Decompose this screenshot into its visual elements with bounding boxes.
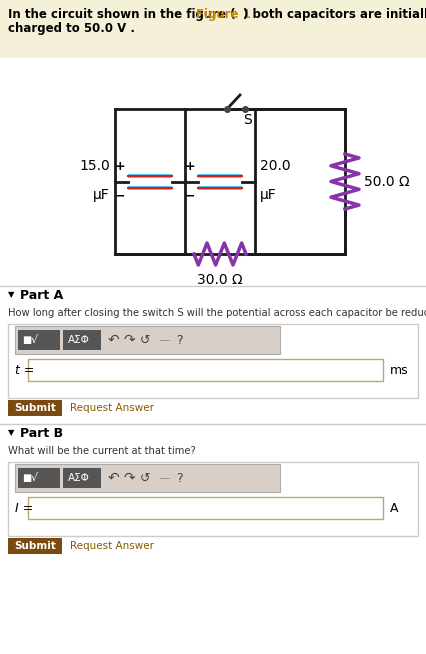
Text: Figure 1: Figure 1 xyxy=(196,8,251,21)
Text: ↺: ↺ xyxy=(140,334,150,347)
Text: I =: I = xyxy=(15,502,33,515)
Text: ■: ■ xyxy=(22,473,31,483)
Text: μF: μF xyxy=(93,188,110,201)
Text: ■: ■ xyxy=(22,335,31,345)
Text: ↶: ↶ xyxy=(108,333,120,347)
Bar xyxy=(28,359,383,381)
Text: —: — xyxy=(158,473,169,483)
Text: Request Answer: Request Answer xyxy=(70,403,154,413)
Text: AΣΦ: AΣΦ xyxy=(68,473,90,483)
Bar xyxy=(63,468,101,488)
Text: ?: ? xyxy=(176,334,183,347)
Text: ▼: ▼ xyxy=(8,428,14,437)
Text: +: + xyxy=(184,160,195,173)
Text: 30.0 Ω: 30.0 Ω xyxy=(197,273,243,287)
Text: What will be the current at that time?: What will be the current at that time? xyxy=(8,446,196,456)
Bar xyxy=(198,173,242,177)
Bar xyxy=(128,186,172,190)
Text: ↶: ↶ xyxy=(108,471,120,485)
Bar xyxy=(8,324,418,398)
Text: How long after closing the switch S will the potential across each capacitor be : How long after closing the switch S will… xyxy=(8,308,426,318)
Bar xyxy=(15,464,280,492)
Text: 20.0: 20.0 xyxy=(260,160,291,173)
Bar xyxy=(8,538,62,554)
Bar xyxy=(8,462,418,536)
Bar xyxy=(0,0,426,58)
Text: −: − xyxy=(184,190,195,203)
Bar xyxy=(198,186,242,190)
Bar xyxy=(28,497,383,519)
Text: AΣΦ: AΣΦ xyxy=(68,335,90,345)
Text: 50.0 Ω: 50.0 Ω xyxy=(364,175,410,188)
Text: 15.0: 15.0 xyxy=(79,160,110,173)
Text: Part B: Part B xyxy=(20,427,63,440)
Text: −: − xyxy=(115,190,125,203)
Bar xyxy=(63,330,101,350)
Text: √: √ xyxy=(31,473,38,483)
Text: μF: μF xyxy=(260,188,277,201)
Text: √: √ xyxy=(31,335,38,345)
Text: ↷: ↷ xyxy=(124,471,135,485)
Bar xyxy=(8,400,62,416)
Text: ↺: ↺ xyxy=(140,472,150,485)
Text: charged to 50.0 V .: charged to 50.0 V . xyxy=(8,22,135,35)
Text: ↷: ↷ xyxy=(124,333,135,347)
Bar xyxy=(18,330,60,350)
Text: ▼: ▼ xyxy=(8,290,14,299)
Bar xyxy=(18,468,60,488)
Text: ) both capacitors are initially: ) both capacitors are initially xyxy=(243,8,426,21)
Text: ?: ? xyxy=(176,472,183,485)
Text: Submit: Submit xyxy=(14,541,56,551)
Text: Submit: Submit xyxy=(14,403,56,413)
Text: A: A xyxy=(390,502,398,515)
Bar xyxy=(128,173,172,177)
Text: Part A: Part A xyxy=(20,289,63,302)
Text: ms: ms xyxy=(390,364,409,377)
Text: In the circuit shown in the figure (: In the circuit shown in the figure ( xyxy=(8,8,236,21)
Text: S: S xyxy=(243,113,252,127)
Bar xyxy=(15,326,280,354)
Text: Request Answer: Request Answer xyxy=(70,541,154,551)
Text: +: + xyxy=(114,160,125,173)
Text: —: — xyxy=(158,335,169,345)
Text: t =: t = xyxy=(15,364,35,377)
